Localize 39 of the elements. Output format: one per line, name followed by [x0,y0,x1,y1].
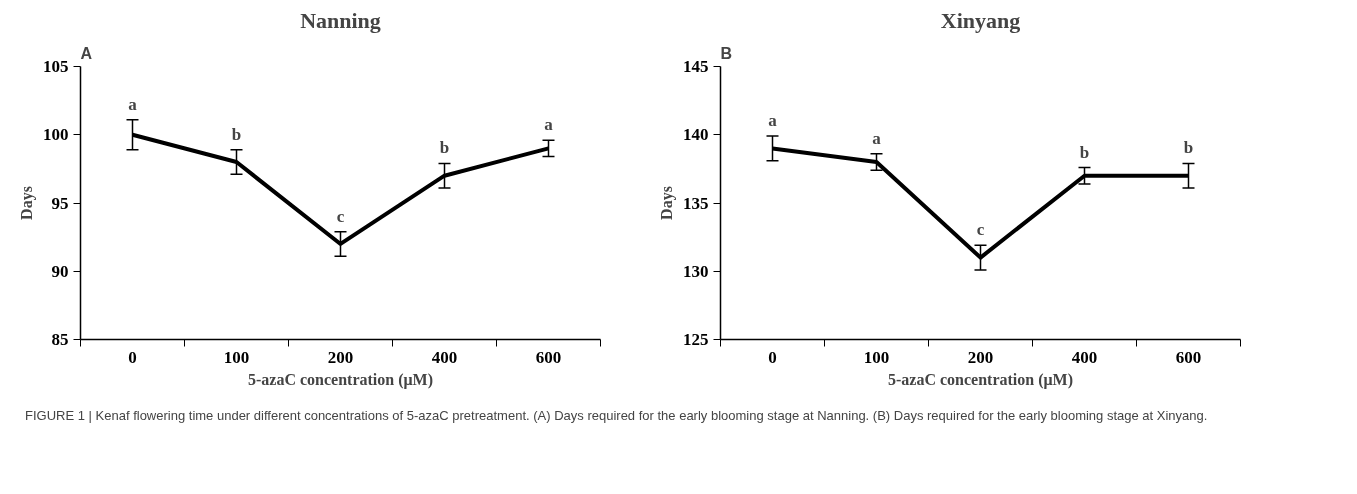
y-axis-title: Days [658,186,676,220]
x-tick-label: 200 [327,347,354,367]
text: B [720,44,733,62]
x-tick-label: 400 [1071,347,1098,367]
y-axis-title: Days [18,186,36,220]
x-tick-label: 100 [223,347,250,367]
y-tick-label: 140 [683,125,709,145]
caption: FIGURE 1 | Kenaf flowering time under different concentrations of 5-azaC pretreatment. (A) Days required for the early blooming stage at Nanning. (B) Days required for the early blooming stage at Xinyang. [25,407,1208,425]
y-tick-label: 135 [683,193,709,213]
annotation: a [872,128,882,148]
y-tick-label: 95 [51,193,69,213]
y-tick-label: 105 [43,57,69,76]
chart-title: Xinyang [940,7,1021,33]
x-tick-label: 100 [863,347,890,367]
annotation: b [231,124,242,144]
x-tick-label: 0 [128,347,137,367]
annotation: b [439,138,450,158]
annotation: a [128,94,138,114]
annotation: b [1183,138,1194,158]
x-tick-label: 600 [535,347,562,367]
y-tick-label: 85 [51,330,69,349]
y-tick-label: 145 [683,57,709,76]
x-tick-label: 0 [768,347,777,367]
annotation: a [768,111,778,131]
annotation: a [544,115,554,135]
annotation: c [976,220,985,240]
y-tick-label: 100 [43,125,69,145]
text: A [80,44,93,62]
annotation: b [1079,142,1090,162]
annotation: c [336,206,345,226]
x-tick-label: 600 [1175,347,1202,367]
y-tick-label: 125 [683,330,709,349]
x-axis-title: 5-azaC concentration (μM) [247,370,434,389]
y-tick-label: 90 [51,261,69,281]
x-tick-label: 400 [431,347,458,367]
y-tick-label: 130 [683,261,709,281]
chart-title: Nanning [300,7,381,33]
x-axis-title: 5-azaC concentration (μM) [887,370,1074,389]
x-tick-label: 200 [967,347,994,367]
